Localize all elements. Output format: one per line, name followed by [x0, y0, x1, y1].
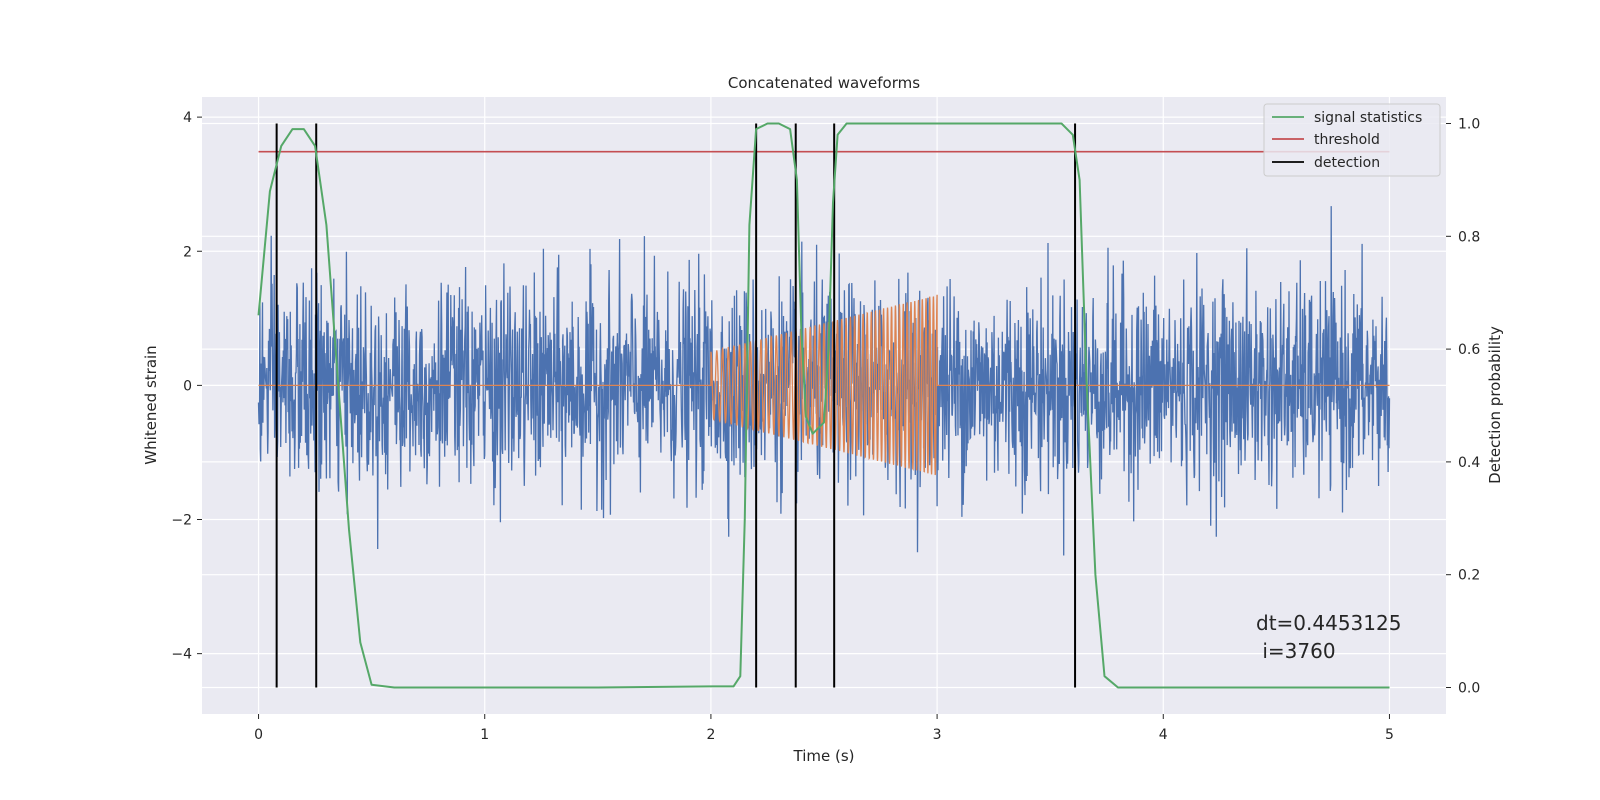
annotation-dt: dt=0.4453125 [1256, 611, 1401, 635]
y-tick-label: 4 [183, 110, 192, 126]
legend-label-signal-statistics: signal statistics [1314, 110, 1422, 126]
x-tick-label: 4 [1159, 727, 1168, 743]
series-template [258, 294, 1390, 476]
y-tick-label: −4 [171, 647, 192, 663]
x-tick-label: 1 [480, 727, 489, 743]
y-axis-label: Whitened strain [142, 345, 160, 464]
series-layer [257, 122, 1391, 689]
annotation-i: i=3760 [1256, 639, 1336, 663]
y2-tick-label: 1.0 [1458, 117, 1480, 133]
chart-title: Concatenated waveforms [728, 74, 920, 92]
series-signal-statistics [257, 122, 1390, 689]
x-tick-label: 5 [1385, 727, 1394, 743]
y2-tick-label: 0.6 [1458, 342, 1480, 358]
y2-axis-label: Detection probability [1486, 326, 1504, 484]
series-strain [257, 206, 1391, 556]
legend-label-threshold: threshold [1314, 132, 1380, 148]
y2-tick-label: 0.0 [1458, 680, 1480, 696]
y2-tick-label: 0.4 [1458, 455, 1480, 471]
x-axis-label: Time (s) [793, 747, 855, 765]
x-tick-label: 0 [254, 727, 263, 743]
x-tick-label: 2 [706, 727, 715, 743]
legend-box [1263, 103, 1441, 177]
y-tick-label: −2 [171, 513, 192, 529]
legend-label-detection: detection [1314, 155, 1380, 171]
axes-layer: 0 1 2 3 4 5 −4 −2 0 2 4 0.0 0.2 0.4 0.6 0.8 1.0 [171, 110, 1480, 743]
y-tick-label: 2 [183, 244, 192, 260]
legend: signal statistics threshold detection [1263, 103, 1441, 177]
y2-tick-label: 0.8 [1458, 229, 1480, 245]
y2-tick-label: 0.2 [1458, 568, 1480, 584]
x-tick-label: 3 [933, 727, 942, 743]
y-tick-label: 0 [183, 378, 192, 394]
